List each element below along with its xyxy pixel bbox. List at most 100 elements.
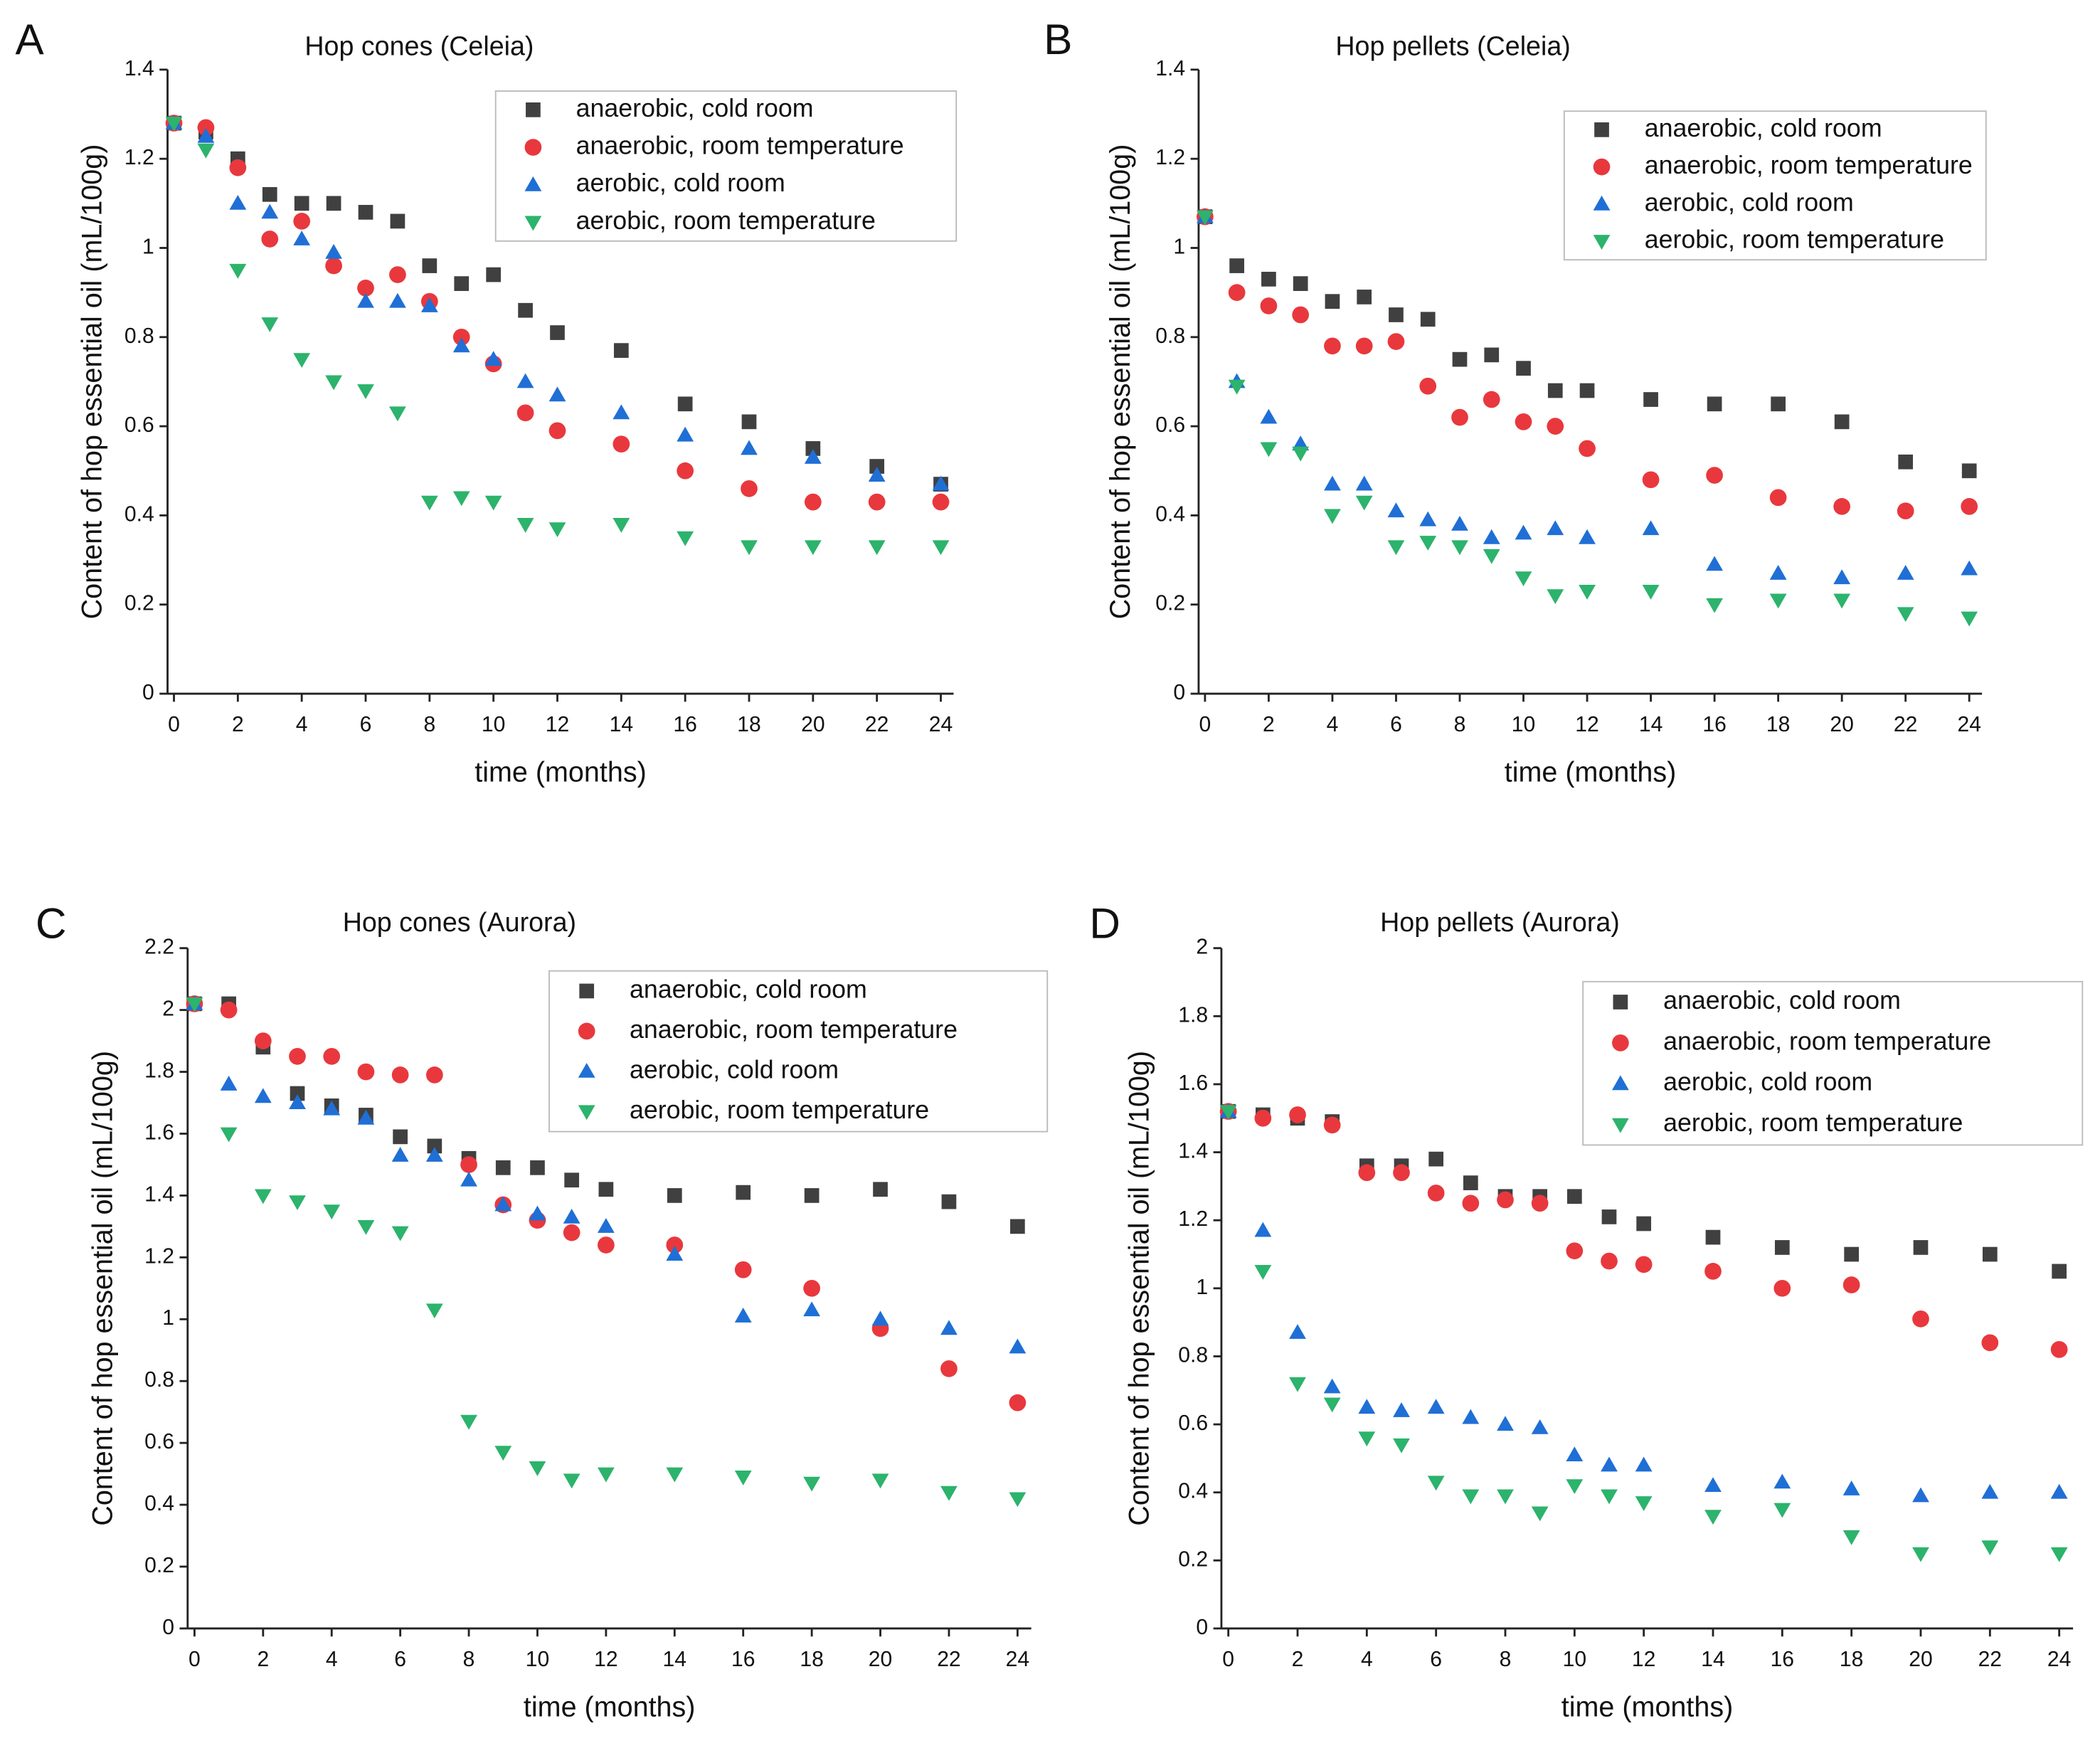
point <box>229 194 247 210</box>
point <box>1773 1473 1791 1489</box>
point <box>940 1360 958 1377</box>
point <box>1196 210 1214 226</box>
chart: A Hop cones (Celeia) time (months) Content … <box>16 15 958 788</box>
point <box>1547 418 1564 435</box>
point <box>868 493 886 511</box>
point <box>1451 408 1468 426</box>
point <box>1961 463 1977 479</box>
y-tick-label: 1.4 <box>1155 57 1185 80</box>
point <box>1643 392 1658 407</box>
x-tick-label: 2 <box>232 713 244 736</box>
point <box>868 467 886 482</box>
point <box>1451 540 1468 556</box>
point <box>293 213 311 230</box>
point <box>420 495 438 511</box>
chart-title: Hop cones (Aurora) <box>343 907 576 937</box>
point <box>612 404 630 420</box>
point <box>1704 1477 1722 1493</box>
point <box>323 1204 341 1220</box>
point <box>389 292 406 308</box>
point <box>1357 290 1372 304</box>
y-tick-label: 0.2 <box>1155 592 1185 615</box>
y-tick-label: 0.8 <box>124 324 154 348</box>
panel-label: D <box>1089 899 1120 947</box>
y-tick-label: 0.4 <box>144 1492 174 1515</box>
x-tick-label: 14 <box>663 1648 687 1671</box>
x-tick-label: 0 <box>189 1648 201 1671</box>
x-tick-label: 20 <box>1830 713 1854 736</box>
point <box>734 1261 752 1278</box>
point <box>677 396 693 412</box>
point <box>873 1182 888 1197</box>
point <box>563 1224 580 1241</box>
point <box>1833 498 1851 515</box>
point <box>932 493 950 511</box>
point <box>1325 294 1340 309</box>
point <box>1393 1438 1410 1453</box>
series <box>186 997 1027 1508</box>
point <box>734 1308 752 1323</box>
point <box>1642 471 1660 489</box>
point <box>1981 1334 1999 1352</box>
point <box>1358 1431 1376 1447</box>
x-tick-label: 24 <box>2047 1648 2072 1671</box>
legend-label: aerobic, cold room <box>630 1055 839 1084</box>
point <box>1704 1263 1722 1280</box>
y-tick-label: 1 <box>1173 235 1185 258</box>
point <box>1260 297 1278 314</box>
point <box>530 1160 545 1175</box>
point <box>1982 1246 1998 1262</box>
y-tick-label: 2 <box>1196 936 1208 959</box>
point <box>1707 396 1722 412</box>
point <box>1613 995 1628 1010</box>
series <box>1197 209 1977 479</box>
panel-label: C <box>36 899 67 947</box>
point <box>741 440 758 455</box>
point <box>677 426 694 442</box>
x-tick-label: 0 <box>1222 1648 1234 1671</box>
point <box>1705 1229 1721 1245</box>
point <box>1601 1456 1618 1472</box>
point <box>1635 1456 1653 1472</box>
point <box>516 404 534 422</box>
point <box>1483 549 1500 564</box>
point <box>1594 122 1609 137</box>
point <box>494 1446 512 1461</box>
point <box>1289 1324 1306 1339</box>
point <box>677 531 694 546</box>
point <box>220 1001 238 1019</box>
x-tick-label: 16 <box>1702 713 1727 736</box>
point <box>1389 307 1404 322</box>
point <box>871 1473 889 1489</box>
point <box>290 1086 305 1101</box>
point <box>741 414 757 430</box>
y-tick-label: 1.2 <box>1178 1207 1208 1231</box>
y-tick-label: 1 <box>1196 1276 1208 1299</box>
point <box>229 159 247 176</box>
point <box>1635 1256 1653 1273</box>
y-tick-label: 0.2 <box>144 1554 174 1577</box>
chart: C Hop cones (Aurora) time (months) Content … <box>36 899 1049 1722</box>
point <box>1358 1164 1376 1182</box>
point <box>598 1182 614 1197</box>
point <box>529 1461 546 1476</box>
x-tick-label: 6 <box>360 713 372 736</box>
y-tick-label: 0 <box>1173 681 1185 704</box>
point <box>1462 1489 1480 1505</box>
legend-label: aerobic, cold room <box>1645 188 1854 216</box>
point <box>357 1109 375 1125</box>
legend-box <box>1563 110 1987 261</box>
y-tick-label: 2.2 <box>144 936 174 959</box>
x-tick-label: 8 <box>463 1648 475 1671</box>
point <box>871 1310 889 1326</box>
point <box>425 1066 443 1084</box>
x-tick-label: 14 <box>1701 1648 1725 1671</box>
point <box>524 139 542 156</box>
point <box>460 1414 477 1430</box>
point <box>1289 1377 1306 1392</box>
point <box>1961 560 1978 576</box>
point <box>1531 1419 1549 1434</box>
point <box>2052 1264 2067 1279</box>
